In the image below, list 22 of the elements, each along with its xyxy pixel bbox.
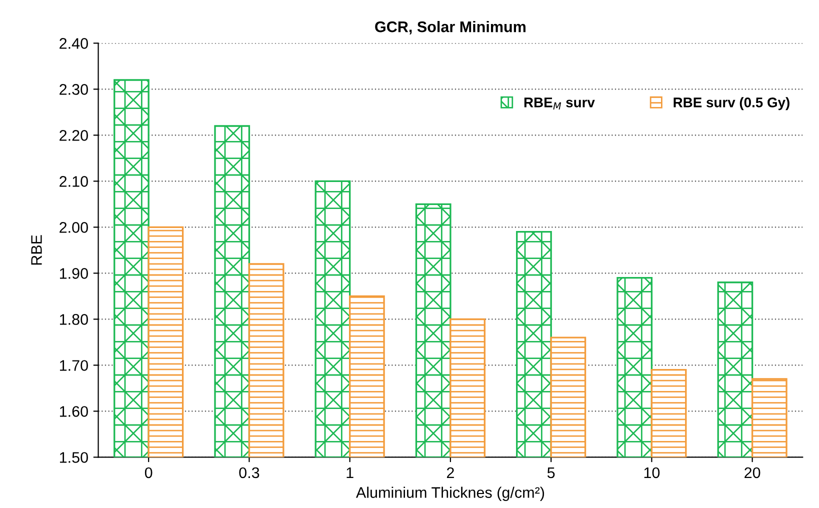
x-tick-label: 0 <box>144 467 152 478</box>
y-tick-label: 2.40 <box>60 38 88 49</box>
y-tick-label: 2.00 <box>60 222 88 233</box>
chart-title: GCR, Solar Minimum <box>375 20 526 34</box>
x-tick-label: 0.3 <box>239 467 260 478</box>
y-tick-label: 2.30 <box>60 84 88 95</box>
y-tick-label: 1.60 <box>60 406 88 417</box>
x-tick-label: 10 <box>644 467 660 478</box>
y-tick-label: 1.80 <box>60 314 88 325</box>
y-tick-label: 2.10 <box>60 176 88 187</box>
y-tick-label: 2.20 <box>60 130 88 141</box>
x-tick-label: 20 <box>744 467 760 478</box>
x-tick-label: 2 <box>446 467 454 478</box>
y-tick-label: 1.50 <box>60 452 88 463</box>
y-tick-label: 1.90 <box>60 268 88 279</box>
x-axis-title: Aluminium Thicknes (g/cm²) <box>356 486 544 501</box>
y-axis-title: RBE <box>31 235 42 265</box>
y-tick-label: 1.70 <box>60 360 88 371</box>
legend-label: RBE$_{M}$ surv <box>524 98 595 110</box>
x-tick-label: 5 <box>547 467 555 478</box>
x-tick-label: 1 <box>346 467 354 478</box>
legend-label: RBE surv (0.5 Gy) <box>674 97 790 110</box>
